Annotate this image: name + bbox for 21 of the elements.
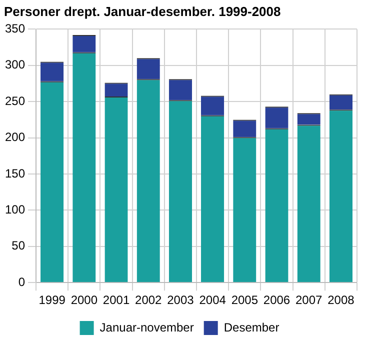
x-tick-label: 2007: [296, 293, 323, 308]
y-tick-label: 300: [4, 58, 26, 72]
y-tick-label: 50: [12, 238, 26, 253]
x-tick-label: 2006: [263, 293, 290, 308]
y-tick-label: 100: [4, 202, 26, 217]
x-tick-label: 2002: [135, 293, 162, 308]
y-tick-label: 200: [4, 130, 26, 144]
x-tick-label: 2001: [102, 293, 130, 308]
legend-label: Desember: [224, 320, 280, 334]
x-tick-label: 1999: [38, 293, 66, 308]
chart-title: Personer drept. Januar-desember. 1999-2008: [4, 4, 282, 19]
x-tick-label: 2000: [70, 293, 98, 308]
y-tick-label: 350: [4, 22, 26, 36]
x-tick-label: 2003: [167, 293, 194, 308]
legend-label: Januar-november: [100, 320, 194, 334]
x-tick-label: 2005: [231, 293, 258, 308]
y-tick-label: 150: [4, 166, 26, 180]
x-tick-label: 2008: [328, 293, 355, 308]
y-tick-label: 250: [4, 94, 26, 108]
x-tick-label: 2004: [199, 293, 226, 308]
y-tick-label: 0: [18, 274, 26, 289]
